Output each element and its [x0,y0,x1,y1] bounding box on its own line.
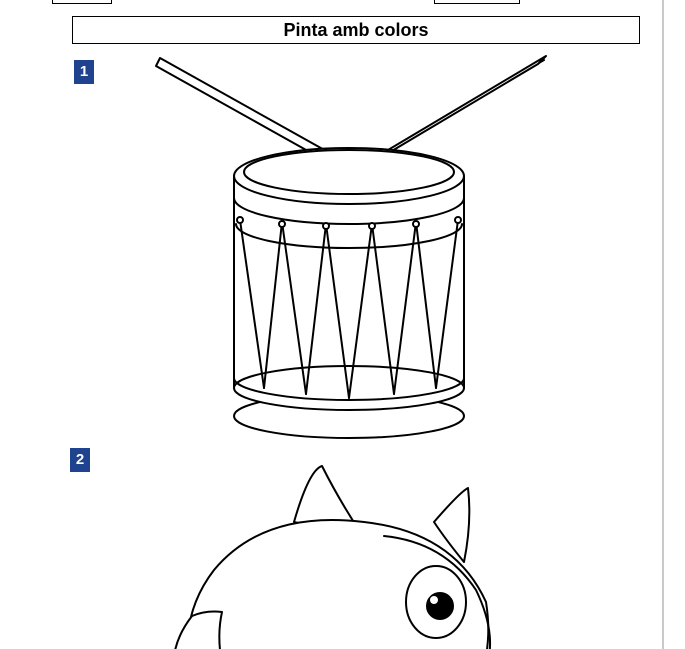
item-number-2: 2 [76,451,84,468]
date-field-box[interactable]: Data [434,0,520,4]
coloring-item-1-drum[interactable] [144,48,554,448]
coloring-item-2-fish[interactable] [134,452,554,649]
worksheet-page: Nom Data Pinta amb colors 1 [14,0,664,649]
item-number-1: 1 [80,63,88,80]
worksheet-title-text: Pinta amb colors [283,20,428,40]
fish-icon [134,452,554,649]
viewport: Nom Data Pinta amb colors 1 [0,0,685,649]
drum-icon [144,48,554,448]
item-number-badge-2: 2 [70,448,90,472]
item-number-badge-1: 1 [74,60,94,84]
name-field-box[interactable]: Nom [52,0,112,4]
worksheet-title: Pinta amb colors [72,16,640,44]
